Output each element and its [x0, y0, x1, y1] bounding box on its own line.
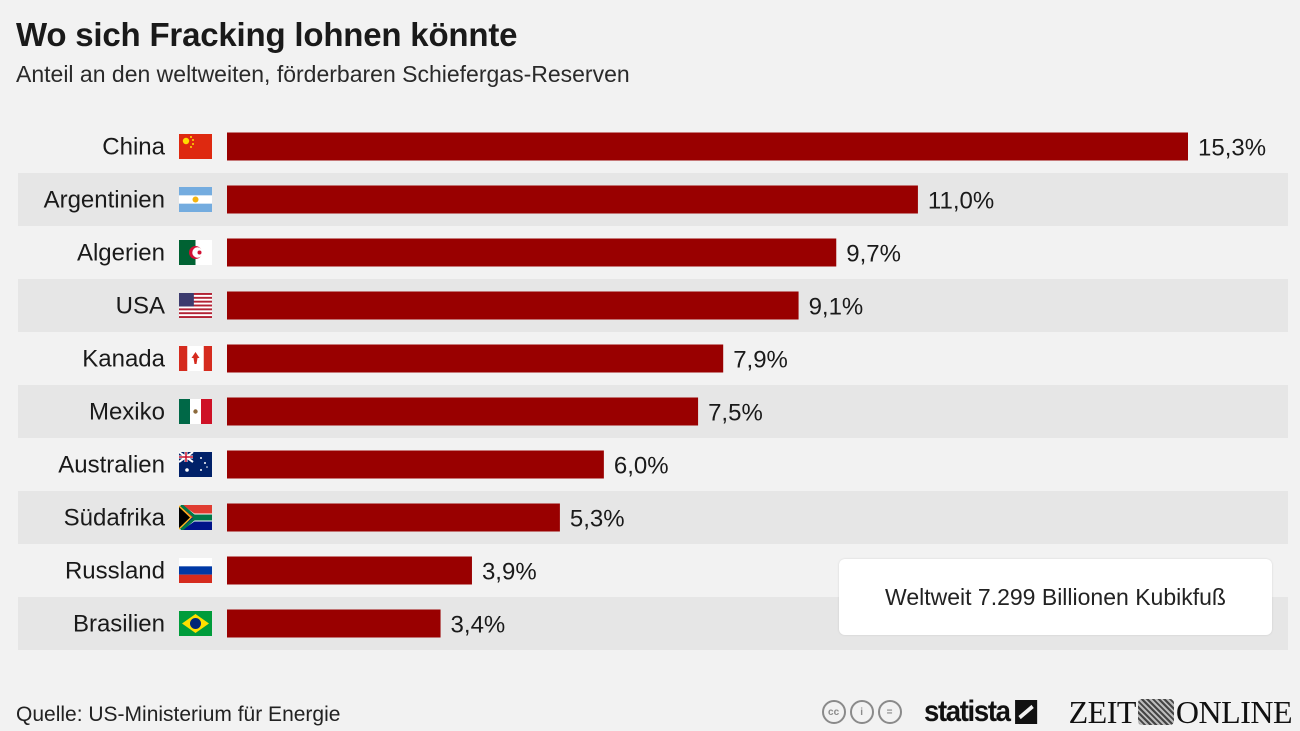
chart-subtitle: Anteil an den weltweiten, förderbaren Sc…: [16, 61, 630, 87]
statista-mark-icon: [1014, 700, 1037, 724]
source-note: Quelle: US-Ministerium für Energie: [16, 703, 341, 726]
zeit-online-logo[interactable]: ZEIT ONLINE: [1068, 693, 1293, 731]
category-label: Russland: [65, 558, 165, 585]
russia-flag-icon: [179, 558, 212, 583]
bar: [227, 132, 1188, 161]
value-label: 7,9%: [733, 347, 788, 374]
value-label: 5,3%: [570, 506, 625, 533]
mexico-flag-icon: [179, 399, 212, 424]
chart-title: Wo sich Fracking lohnen könnte: [16, 16, 518, 53]
category-label: Brasilien: [73, 611, 165, 638]
total-annotation-text: Weltweit 7.299 Billionen Kubikfuß: [885, 583, 1226, 610]
category-label: Australien: [58, 452, 165, 479]
bar: [227, 185, 918, 214]
by-icon[interactable]: i: [849, 700, 874, 724]
value-label: 15,3%: [1198, 135, 1266, 162]
zeit-wordmark-right: ONLINE: [1175, 693, 1293, 730]
category-label: Algerien: [77, 240, 165, 267]
category-label: USA: [116, 293, 165, 320]
category-label: Mexiko: [89, 399, 165, 426]
zeit-crest-icon: [1137, 699, 1174, 725]
canada-flag-icon: [179, 346, 212, 371]
cc-icon[interactable]: cc: [821, 700, 846, 724]
bar: [227, 397, 699, 426]
bar: [227, 238, 837, 267]
zeit-wordmark-left: ZEIT: [1068, 693, 1137, 730]
value-label: 7,5%: [708, 400, 763, 427]
footer-logos: cc i = statista ZEIT ONLINE: [821, 693, 1293, 731]
bar: [227, 450, 604, 479]
algeria-flag-icon: [179, 240, 212, 265]
bar: [227, 291, 799, 320]
bar: [227, 344, 724, 373]
brazil-flag-icon: [179, 611, 212, 636]
usa-flag-icon: [179, 293, 212, 318]
statista-wordmark: statista: [923, 695, 1011, 728]
bar: [227, 503, 560, 532]
value-label: 11,0%: [928, 188, 994, 215]
category-label: China: [102, 134, 165, 161]
bar: [227, 556, 472, 585]
value-label: 3,9%: [482, 559, 537, 586]
nd-icon[interactable]: =: [877, 700, 902, 724]
value-label: 3,4%: [451, 612, 506, 639]
total-annotation-box: Weltweit 7.299 Billionen Kubikfuß: [839, 559, 1272, 635]
south-africa-flag-icon: [179, 505, 212, 530]
category-label: Südafrika: [64, 505, 166, 532]
license-icons: cc i =: [821, 700, 902, 724]
value-label: 6,0%: [614, 453, 669, 480]
argentina-flag-icon: [179, 187, 212, 212]
australia-flag-icon: [179, 452, 212, 477]
value-label: 9,1%: [809, 294, 864, 321]
china-flag-icon: [179, 134, 212, 159]
statista-logo[interactable]: statista: [924, 695, 1037, 729]
category-label: Kanada: [82, 346, 165, 373]
bar: [227, 609, 441, 638]
value-label: 9,7%: [846, 241, 901, 268]
category-label: Argentinien: [44, 187, 165, 214]
